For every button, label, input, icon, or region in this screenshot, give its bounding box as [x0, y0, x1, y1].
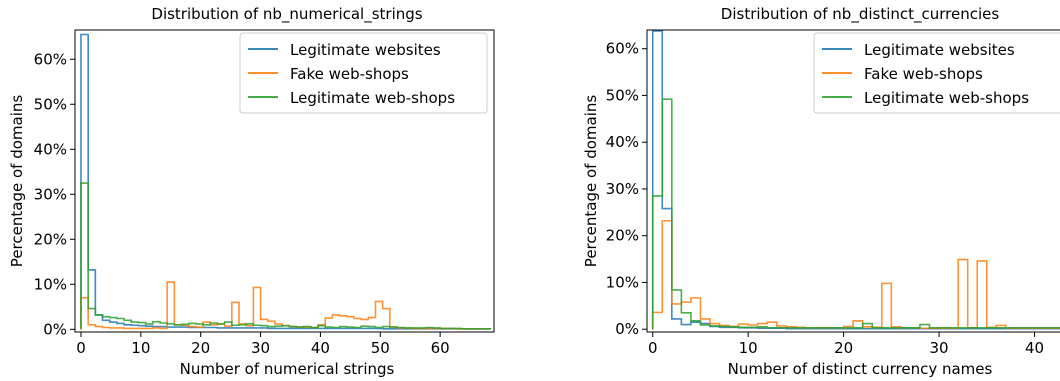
series-line-fake-web-shops [651, 219, 1060, 330]
y-tick-label: 50% [606, 86, 639, 104]
y-axis-label: Percentage of domains [8, 95, 26, 268]
y-tick-label: 60% [34, 50, 67, 68]
legend-label: Fake web-shops [864, 65, 983, 83]
x-axis-label: Number of numerical strings [180, 360, 395, 378]
y-tick-label: 20% [606, 227, 639, 245]
legend-box [239, 32, 488, 114]
legend-box [813, 32, 1060, 114]
series-line-legitimate-web-shops [651, 98, 1060, 330]
chart-nb-numerical-strings: Distribution of nb_numerical_strings 0 10… [8, 5, 495, 378]
y-axis-label: Percentage of domains [582, 95, 600, 268]
y-tick-label: 0% [615, 320, 639, 338]
plot-frame [646, 29, 1060, 333]
legend: Legitimate websites Fake web-shops Legitim… [813, 32, 1060, 114]
legend-label: Legitimate websites [864, 41, 1015, 59]
legend-label: Legitimate websites [290, 41, 441, 59]
series-line-legitimate-websites [80, 33, 492, 330]
x-tick-label: 0 [648, 339, 658, 357]
x-tick-label: 40 [1025, 339, 1044, 357]
x-axis-label: Number of distinct currency names [728, 360, 993, 378]
x-tick-label: 10 [131, 339, 150, 357]
x-tick-label: 30 [930, 339, 949, 357]
y-tick-label: 40% [34, 140, 67, 158]
y-tick-label: 40% [606, 133, 639, 151]
y-tick-label: 10% [606, 273, 639, 291]
x-tick-label: 60 [431, 339, 450, 357]
x-tick-label: 50 [371, 339, 390, 357]
chart-title: Distribution of nb_numerical_strings [151, 5, 422, 24]
series-line-legitimate-web-shops [80, 182, 492, 330]
x-tick-label: 40 [311, 339, 330, 357]
plot-frame [74, 29, 495, 333]
legend-label: Fake web-shops [290, 65, 409, 83]
x-tick-label: 20 [191, 339, 210, 357]
x-tick-label: 0 [76, 339, 86, 357]
y-tick-label: 0% [43, 320, 67, 338]
chart-title: Distribution of nb_distinct_currencies [721, 5, 1000, 24]
series-line-legitimate-websites [651, 30, 1060, 330]
x-tick-label: 30 [251, 339, 270, 357]
y-tick-label: 60% [606, 40, 639, 58]
y-tick-label: 10% [34, 275, 67, 293]
x-tick-label: 10 [739, 339, 758, 357]
legend-label: Legitimate web-shops [290, 89, 455, 107]
x-tick-label: 20 [834, 339, 853, 357]
y-tick-label: 20% [34, 230, 67, 248]
legend: Legitimate websites Fake web-shops Legitim… [239, 32, 488, 114]
y-tick-label: 50% [34, 95, 67, 113]
chart-nb-distinct-currencies: Distribution of nb_distinct_currencies 0… [582, 5, 1060, 378]
legend-label: Legitimate web-shops [864, 89, 1029, 107]
y-tick-label: 30% [606, 180, 639, 198]
y-tick-label: 30% [34, 185, 67, 203]
